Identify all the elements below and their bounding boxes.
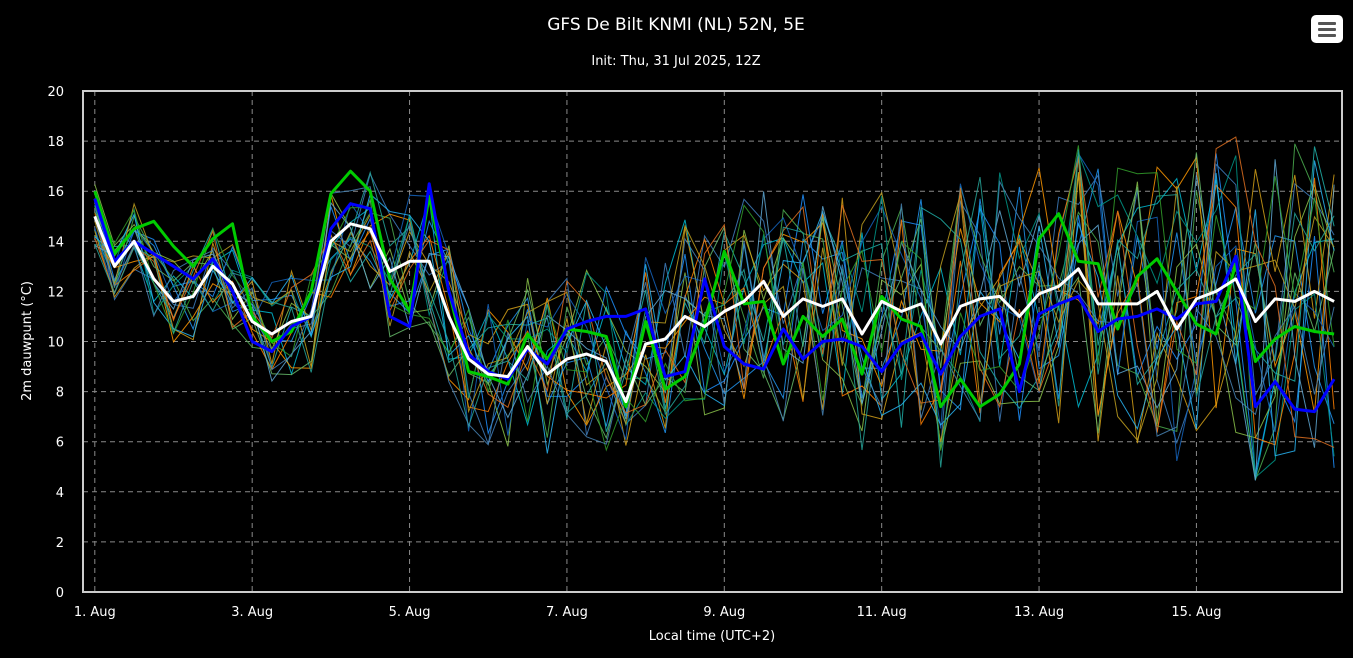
y-tick-label: 2 <box>56 536 64 551</box>
series-lines <box>93 169 1336 414</box>
y-tick-label: 0 <box>56 586 64 601</box>
ensemble-member-line <box>94 145 1335 452</box>
ensemble-member-line <box>94 152 1335 440</box>
y-tick-label: 14 <box>47 235 64 250</box>
y-tick-label: 18 <box>47 135 64 150</box>
y-tick-label: 4 <box>56 486 64 501</box>
x-axis-title: Local time (UTC+2) <box>649 629 775 644</box>
grid <box>83 91 1342 592</box>
x-tick-label: 9. Aug <box>703 605 745 620</box>
y-tick-label: 12 <box>47 285 64 300</box>
series-line <box>93 182 1336 414</box>
x-tick-label: 11. Aug <box>857 605 907 620</box>
ensemble-member-line <box>94 160 1335 457</box>
chart-subtitle: Init: Thu, 31 Jul 2025, 12Z <box>591 54 760 69</box>
x-axis: 1. Aug 3. Aug 5. Aug 7. Aug 9. Aug 11. Aug 13.… <box>74 605 1222 620</box>
y-tick-label: 16 <box>47 185 64 200</box>
y-tick-label: 6 <box>56 436 64 451</box>
plot-border <box>82 90 1343 593</box>
y-tick-label: 20 <box>47 85 64 100</box>
chart-title: GFS De Bilt KNMI (NL) 52N, 5E <box>547 15 805 35</box>
x-tick-label: 15. Aug <box>1171 605 1221 620</box>
menu-icon <box>1318 22 1336 25</box>
ensemble-member-line <box>94 136 1335 448</box>
y-axis-title: 2m dauwpunt (°C) <box>20 281 35 401</box>
ensemble-member-line <box>94 186 1335 442</box>
x-tick-label: 3. Aug <box>231 605 273 620</box>
y-tick-label: 10 <box>47 336 64 351</box>
x-tick-label: 1. Aug <box>74 605 116 620</box>
x-tick-label: 7. Aug <box>546 605 588 620</box>
series-line <box>93 215 1335 404</box>
x-tick-label: 13. Aug <box>1014 605 1064 620</box>
y-tick-label: 8 <box>56 386 64 401</box>
y-axis: 0 2 4 6 8 10 12 14 16 18 20 <box>47 85 64 601</box>
menu-button[interactable] <box>1311 15 1343 43</box>
x-tick-label: 5. Aug <box>389 605 431 620</box>
